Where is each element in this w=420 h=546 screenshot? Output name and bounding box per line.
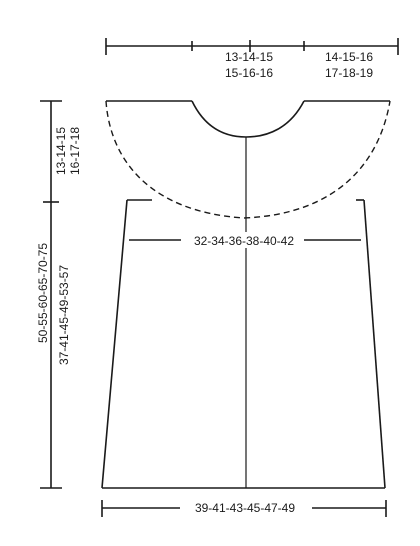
armhole-label-2: 16-17-18 [68, 127, 82, 175]
total-length-label-1: 50-55-60-65-70-75 [36, 243, 50, 343]
top-measure-line [105, 38, 399, 55]
garment-outline [101, 100, 391, 489]
top-middle-label-2: 15-16-16 [225, 66, 273, 80]
armhole-label-1: 13-14-15 [54, 127, 68, 175]
left-measure-line [40, 100, 62, 489]
total-length-label-2: 37-41-45-49-53-57 [57, 265, 71, 365]
top-right-label-1: 14-15-16 [325, 50, 373, 64]
chest-label-bg [182, 232, 303, 248]
chest-width-label: 32-34-36-38-40-42 [194, 234, 294, 248]
top-right-label-2: 17-18-19 [325, 66, 373, 80]
bottom-width-label: 39-41-43-45-47-49 [195, 501, 295, 515]
bottom-measure-line [101, 500, 387, 517]
top-middle-label-1: 13-14-15 [225, 50, 273, 64]
